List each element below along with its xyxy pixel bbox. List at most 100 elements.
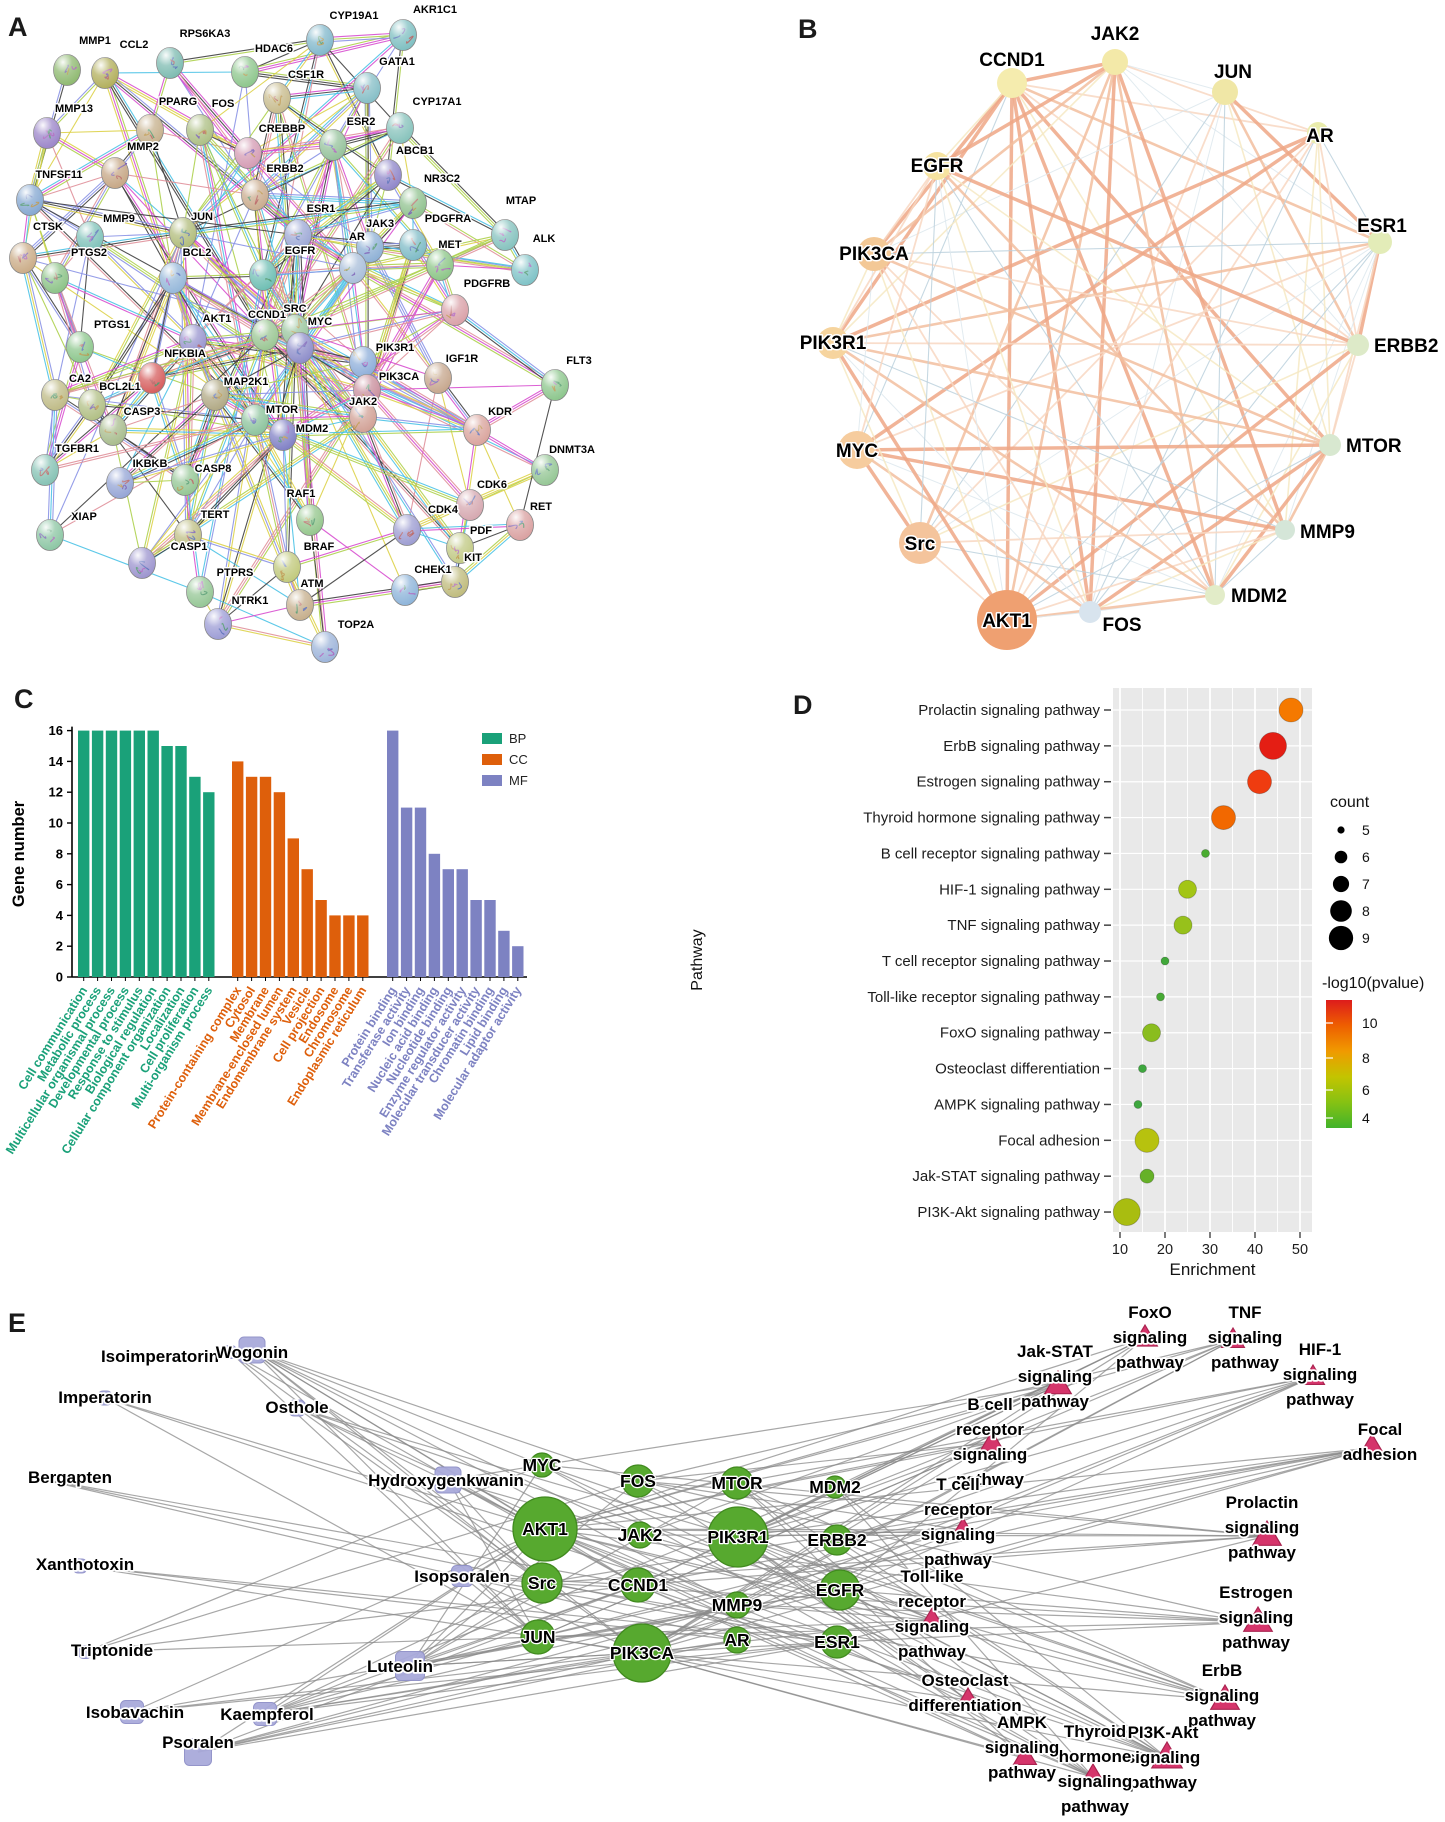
ppi-edge	[199, 39, 321, 131]
gene-pathway-edge	[737, 1536, 1026, 1758]
ppi-edge	[276, 85, 367, 97]
legend-swatch	[482, 754, 502, 765]
protein-sheen	[78, 389, 106, 421]
protein-node	[389, 19, 417, 51]
gene-pathway-edge	[541, 1582, 1259, 1623]
protein-sheen	[353, 374, 381, 406]
gene-node	[520, 1619, 556, 1655]
ppi-edge	[265, 269, 355, 338]
compound-gene-edge	[251, 1349, 641, 1536]
hub-gene-label: PIK3R1	[800, 333, 867, 354]
gene-label: ERBB2	[807, 1530, 867, 1550]
gene-node	[612, 1623, 672, 1683]
pathway-label: pathway	[1021, 1392, 1090, 1411]
enrichment-dot	[1278, 697, 1304, 723]
ppi-edge	[182, 129, 201, 234]
gene-pathway-edge	[639, 1534, 1168, 1759]
gene-pathway-edge	[541, 1464, 1226, 1701]
gene-label: PIK3R1	[376, 342, 415, 354]
ppi-edge	[320, 36, 404, 43]
compound-gene-edge	[104, 1397, 539, 1638]
panel-a-label: A	[8, 12, 28, 42]
compound-gene-edge	[197, 1652, 643, 1753]
ppi-edge	[475, 382, 555, 429]
gene-node	[626, 1521, 654, 1549]
ppi-edge	[192, 71, 246, 341]
pathway-tick-label: ErbB signaling pathway	[943, 738, 1100, 755]
ppi-edge	[172, 273, 263, 278]
ppi-edge	[387, 175, 505, 237]
legend-swatch	[482, 733, 502, 744]
ppi-edge	[22, 257, 56, 396]
protein-node	[101, 157, 129, 189]
hub-node	[1079, 601, 1101, 623]
ppi-edge	[119, 419, 256, 484]
gene-pathway-edge	[839, 1376, 1314, 1591]
protein-node	[9, 242, 37, 274]
bar	[512, 946, 524, 977]
ppi-edge	[104, 72, 266, 336]
gene-label: PIK3R1	[707, 1527, 769, 1547]
gene-label: ESR1	[307, 203, 336, 215]
ppi-edge	[367, 247, 437, 380]
ppi-edge	[214, 394, 364, 418]
gene-label: PDGFRA	[425, 213, 472, 225]
ppi-edge	[214, 396, 363, 420]
protein-node	[91, 57, 119, 89]
gene-label: BCL2L1	[99, 381, 141, 393]
ppi-edge	[256, 98, 280, 196]
hub-edge	[832, 131, 1319, 345]
ppi-edge	[184, 231, 365, 416]
hub-gene-label: AKT1	[982, 611, 1032, 632]
protein-node	[36, 519, 64, 551]
count-legend-dot	[1332, 875, 1350, 893]
hub-edge	[1317, 132, 1359, 346]
gene-pathway-edge	[544, 1528, 969, 1701]
ppi-edge	[44, 418, 255, 470]
compound-label: Imperatorin	[58, 1388, 152, 1407]
ppi-edge	[79, 236, 91, 348]
gene-pathway-edge	[537, 1447, 1373, 1638]
protein-sheen	[399, 229, 427, 261]
gene-label: CASP1	[171, 541, 208, 553]
gene-pathway-edge	[641, 1652, 1026, 1758]
ppi-edge	[293, 232, 505, 329]
hub-edge	[873, 253, 1091, 613]
ppi-edge	[283, 430, 478, 437]
hub-gene-label: Src	[905, 534, 936, 555]
hub-edge	[1006, 241, 1381, 621]
gene-label: MTOR	[711, 1473, 763, 1493]
ppi-edge	[118, 417, 255, 482]
ppi-edge	[30, 131, 152, 203]
ppi-edge	[364, 391, 469, 507]
gene-label: JUN	[520, 1627, 555, 1647]
compound-node	[238, 1336, 266, 1364]
gene-pathway-edge	[544, 1447, 1373, 1530]
ppi-edge	[282, 434, 288, 568]
hub-node	[899, 522, 941, 564]
bar	[287, 838, 299, 977]
ppi-edge	[215, 388, 366, 624]
ppi-edge	[184, 230, 369, 389]
protein-sheen	[339, 252, 367, 284]
ppi-edge	[170, 40, 321, 65]
gene-label: PTGS2	[71, 247, 107, 259]
ppi-edge	[153, 377, 188, 480]
ppi-edge	[299, 579, 455, 604]
hub-gene-label: EGFR	[911, 156, 964, 177]
hub-edge	[919, 165, 938, 544]
ppi-edge	[299, 348, 477, 432]
pathway-label: Thyroid	[1064, 1722, 1126, 1741]
hub-edge	[856, 165, 938, 451]
bar	[442, 869, 454, 977]
pathway-tick-label: AMPK signaling pathway	[934, 1096, 1100, 1113]
hub-edge	[1006, 593, 1216, 622]
gene-label: MDM2	[809, 1477, 861, 1497]
ppi-edge	[151, 277, 174, 379]
gene-label: PTGS1	[94, 319, 130, 331]
gene-label: MYC	[308, 316, 333, 328]
protein-node	[339, 252, 367, 284]
